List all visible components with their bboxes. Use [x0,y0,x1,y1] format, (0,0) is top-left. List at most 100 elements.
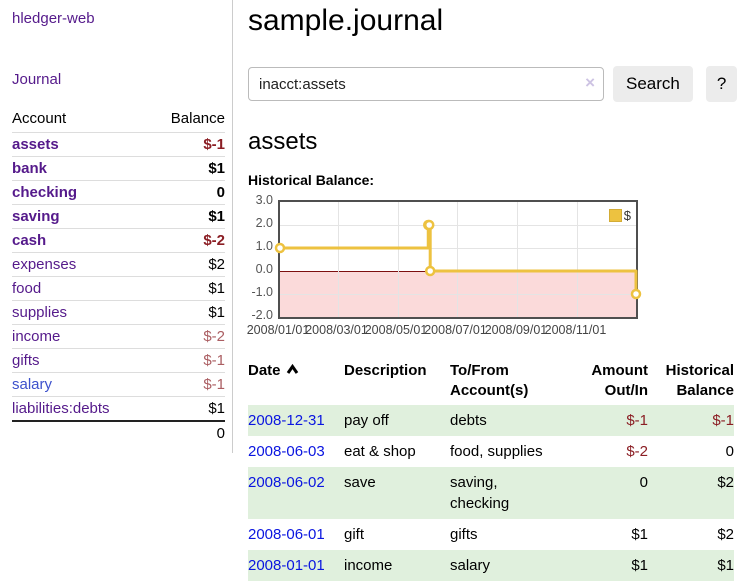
transaction-balance: $2 [717,474,734,491]
transaction-description: gift [344,526,365,543]
transaction-accounts: salary [450,557,491,574]
x-tick-label: 2008/05/01 [364,323,428,337]
transaction-date-link[interactable]: 2008-01-01 [248,557,325,574]
account-link[interactable]: income [12,328,61,345]
sidebar-item-journal[interactable]: Journal [12,71,62,88]
v-gridline [397,202,399,317]
transaction-row[interactable]: 2008-06-02 save saving, checking 0 $2 [248,467,734,519]
account-row: saving $1 [12,204,225,229]
page-title: sample.journal [248,4,444,37]
register-header-row: Date Description To/From Account(s) Amou… [248,357,734,405]
account-link[interactable]: expenses [12,256,77,273]
transaction-row[interactable]: 2008-06-03 eat & shop food, supplies $-2 0 [248,436,734,467]
account-link[interactable]: salary [12,376,53,393]
search-button[interactable]: Search [613,66,693,102]
transaction-amount: $-1 [626,412,648,429]
transaction-balance: 0 [725,443,734,460]
column-header-balance[interactable]: Historical Balance [665,362,734,399]
column-header-amount[interactable]: Amount Out/In [591,362,648,399]
y-tick-label: 1.0 [255,239,273,253]
x-tick-label: 2008/03/01 [305,323,368,337]
transaction-date-link[interactable]: 2008-06-02 [248,474,325,491]
chart: $ 3.0 2.0 1.0 0.0 -1.0 -2.0 2008/01/01 2008/03/… [247,193,737,340]
account-row: salary $-1 [12,372,225,397]
x-tick-label: 2008/09/01 [484,323,548,337]
accounts-total-spacer [12,421,149,445]
account-link[interactable]: saving [12,208,60,225]
account-row: expenses $2 [12,252,225,277]
accounts-table-body: assets $-1 bank $1 checking 0 saving $1 cash $-2 e… [12,132,225,422]
transaction-date-link[interactable]: 2008-06-03 [248,443,325,460]
column-header-accounts[interactable]: To/From Account(s) [450,362,529,399]
y-tick-label: 0.0 [255,262,273,276]
account-balance: $2 [208,256,225,273]
account-balance: $1 [208,304,225,321]
h-gridline [280,247,636,249]
help-button[interactable]: ? [705,66,738,102]
accounts-total-value: 0 [216,425,225,442]
account-balance: $1 [208,160,225,177]
transaction-description: eat & shop [344,443,416,460]
accounts-header-account: Account [12,110,67,127]
transaction-date-cell: 2008-06-02 [248,467,344,519]
y-tick-label: 2.0 [255,216,273,230]
accounts-table: Account Balance assets $-1 bank $1 checking 0… [12,107,225,445]
transaction-balance: $2 [717,526,734,543]
transaction-balance: $1 [717,557,734,574]
column-header-date[interactable]: Date [248,357,344,405]
date-header-label: Date [248,362,281,379]
account-link[interactable]: liabilities:debts [12,400,110,417]
transaction-date-link[interactable]: 2008-06-01 [248,526,325,543]
account-link[interactable]: assets [12,136,59,153]
account-row: assets $-1 [12,132,225,157]
account-balance: $1 [208,280,225,297]
search-input[interactable] [248,67,604,101]
account-link[interactable]: gifts [12,352,40,369]
account-balance: $1 [208,208,225,225]
h-gridline [280,293,636,295]
accounts-header-balance: Balance [170,110,225,127]
transaction-balance: $-1 [712,412,734,429]
account-row: bank $1 [12,156,225,181]
transaction-accounts: saving, checking [450,474,510,512]
account-link[interactable]: checking [12,184,78,201]
accounts-total-row: 0 [12,421,225,445]
clear-search-icon[interactable]: × [585,73,595,92]
account-row: gifts $-1 [12,348,225,373]
account-link[interactable]: food [12,280,42,297]
account-balance: $1 [208,400,225,417]
transaction-row[interactable]: 2008-06-01 gift gifts $1 $2 [248,519,734,550]
balance-series [274,219,642,300]
account-row: food $1 [12,276,225,301]
transaction-description: income [344,557,393,574]
account-link[interactable]: bank [12,160,48,177]
data-point-marker [423,219,435,231]
data-point-marker [274,242,286,254]
transaction-accounts: gifts [450,526,478,543]
v-gridline [338,202,340,317]
register-table-body: 2008-12-31 pay off debts $-1 $-1 2008-06-03 ea… [248,405,734,581]
account-link[interactable]: cash [12,232,47,249]
brand-link[interactable]: hledger-web [12,10,95,27]
account-row: supplies $1 [12,300,225,325]
chart-legend: $ [607,206,633,225]
y-tick-label: 3.0 [255,193,273,207]
x-tick-label: 2008/07/01 [424,323,487,337]
transaction-date-link[interactable]: 2008-12-31 [248,412,325,429]
data-point-marker [630,288,642,300]
account-link[interactable]: supplies [12,304,68,321]
transaction-row[interactable]: 2008-12-31 pay off debts $-1 $-1 [248,405,734,436]
chart-title: Historical Balance: [248,172,375,188]
legend-label: $ [623,208,631,223]
h-gridline [280,224,636,226]
transaction-row[interactable]: 2008-01-01 income salary $1 $1 [248,550,734,581]
transaction-description: save [344,474,376,491]
account-balance: $-1 [203,136,225,153]
column-header-description[interactable]: Description [344,362,427,379]
search-box: × [248,67,604,101]
account-balance: $-2 [203,232,225,249]
transaction-accounts: debts [450,412,487,429]
sidebar: hledger-web Journal Account Balance asse… [0,0,233,453]
transaction-date-cell: 2008-06-03 [248,436,344,467]
